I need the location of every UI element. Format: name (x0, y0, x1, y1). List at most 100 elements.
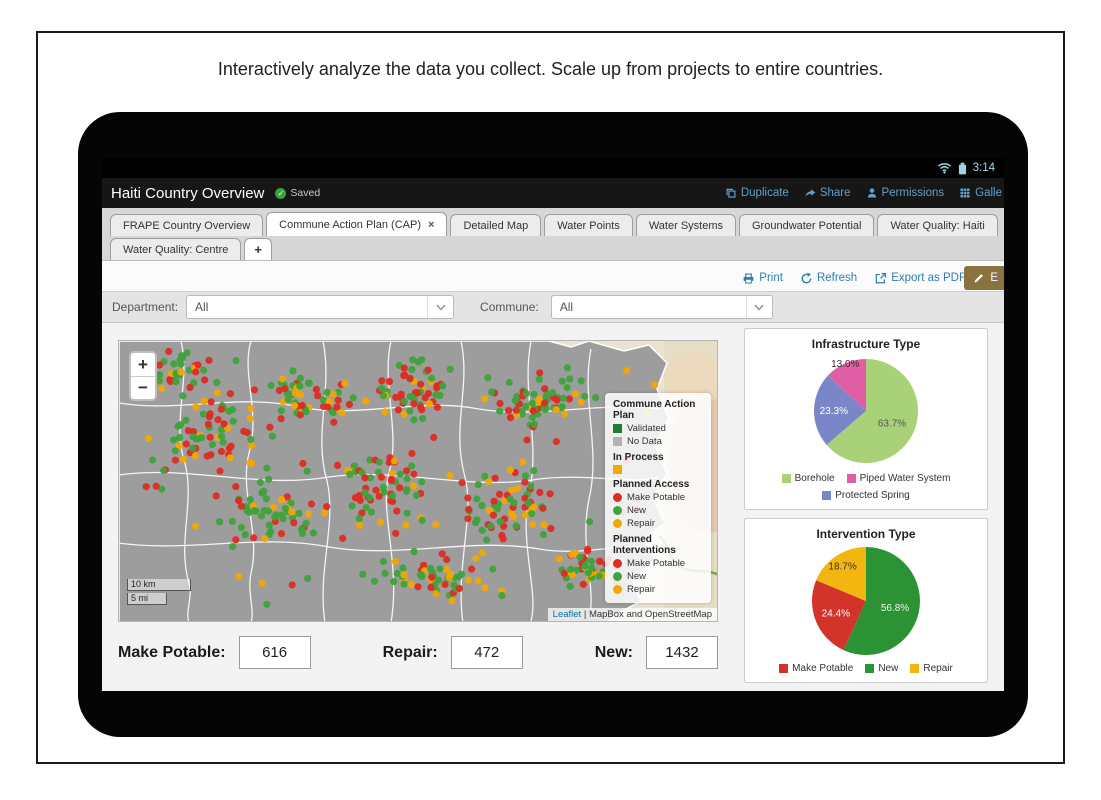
legend-dot (613, 493, 622, 502)
tab-label: FRAPE Country Overview (123, 219, 251, 232)
legend-swatch (846, 474, 856, 483)
pie-percentage-label: 13.0% (831, 359, 859, 370)
refresh-icon (801, 271, 812, 283)
tab-label: Water Points (557, 219, 620, 232)
chart-legend-item: Piped Water System (846, 473, 950, 484)
outer-frame: Interactively analyze the data you colle… (36, 31, 1065, 764)
legend-section-title: Planned Access (613, 479, 690, 490)
tab-groundwater-potential[interactable]: Groundwater Potential (739, 214, 875, 236)
legend-item-label: Borehole (794, 473, 835, 484)
tab-row-2: Water Quality: Centre + (110, 236, 1004, 260)
legend-section-title: Planned Interventions (613, 534, 676, 556)
pie-slice-piped-water-system (828, 359, 866, 411)
map-zoom-control: + − (129, 351, 157, 401)
legend-item: No Data (613, 436, 703, 447)
saved-check-icon: ✓ (275, 187, 287, 199)
duplicate-button[interactable]: Duplicate (725, 187, 789, 199)
charts-column: Infrastructure Type 63.7% 23.3% 13.0% Bore… (744, 328, 988, 691)
tab-water-quality-haiti[interactable]: Water Quality: Haiti (877, 214, 998, 236)
print-button[interactable]: Print (742, 272, 783, 285)
action-label: Permissions (881, 187, 945, 199)
legend-item: Make Potable (613, 492, 703, 503)
chart-legend: Borehole Piped Water System Protected Sp… (751, 473, 981, 501)
tab-label: Commune Action Plan (CAP) (279, 218, 421, 231)
intervention-pie-chart: 56.8% 24.4% 18.7% (811, 547, 920, 655)
chevron-down-icon (745, 296, 772, 318)
legend-section-title: In Process (613, 452, 664, 463)
spacer (102, 261, 1004, 265)
tab-frape-country-overview[interactable]: FRAPE Country Overview (110, 214, 264, 236)
department-label: Department: (112, 300, 179, 314)
commune-label: Commune: (480, 300, 539, 314)
zoom-out-button[interactable]: − (131, 376, 155, 399)
tab-label: Detailed Map (463, 219, 529, 232)
chart-legend-item: Repair (910, 663, 953, 674)
legend-swatch (779, 664, 789, 673)
commune-select[interactable]: All (550, 295, 773, 319)
legend-section-title: Commune Action Plan (613, 399, 696, 421)
tab-water-systems[interactable]: Water Systems (635, 214, 736, 236)
action-label: Share (819, 187, 851, 199)
tab-water-points[interactable]: Water Points (544, 214, 633, 236)
battery-icon (958, 162, 966, 174)
stat-new: New: 1432 (595, 636, 718, 669)
legend-swatch (822, 491, 832, 500)
export-icon (875, 272, 887, 283)
tab-detailed-map[interactable]: Detailed Map (450, 214, 542, 236)
zoom-in-button[interactable]: + (131, 353, 155, 376)
tab-close-icon[interactable]: × (428, 218, 435, 231)
chart-legend-item: Protected Spring (822, 490, 910, 501)
stat-make-potable: Make Potable: 616 (118, 636, 311, 669)
stat-value-box: 472 (450, 636, 523, 669)
status-time: 3:14 (972, 162, 995, 174)
chart-title: Intervention Type (816, 527, 916, 541)
pie-slice-repair (816, 547, 866, 601)
attribution-text: | MapBox and OpenStreetMap (581, 609, 712, 620)
pencil-icon (974, 274, 984, 283)
edit-button[interactable]: E (964, 266, 1004, 290)
legend-item-label: Repair (627, 518, 655, 529)
share-button[interactable]: Share (804, 187, 851, 199)
tab-label: Groundwater Potential (752, 219, 862, 232)
chart-legend-item: Make Potable (779, 663, 853, 674)
legend-swatch (613, 424, 622, 433)
map-attribution: Leaflet | MapBox and OpenStreetMap (547, 608, 717, 621)
gallery-button[interactable]: Galle (959, 187, 1002, 199)
legend-item-label: Protected Spring (835, 490, 910, 501)
leaflet-link[interactable]: Leaflet (552, 609, 582, 620)
intervention-type-card: Intervention Type 56.8% 24.4% 18.7% Make P… (744, 518, 988, 683)
saved-label: Saved (290, 187, 321, 199)
map-column: + − Commune Action Plan Validated No Dat… (118, 328, 718, 691)
tab-commune-action-plan[interactable]: Commune Action Plan (CAP) × (266, 212, 448, 236)
app-header: Haiti Country Overview ✓ Saved Duplicate (102, 178, 1004, 208)
edit-label: E (990, 272, 998, 284)
pie-percentage-label: 18.7% (828, 562, 856, 573)
stat-value-box: 616 (238, 636, 311, 669)
tablet-frame: 3:14 Haiti Country Overview ✓ Saved (78, 112, 1028, 737)
permissions-button[interactable]: Permissions (866, 187, 945, 199)
status-bar: 3:14 (102, 158, 1004, 178)
stat-label: Make Potable: (118, 643, 226, 661)
legend-dot (613, 519, 622, 528)
tab-add-button[interactable]: + (244, 238, 272, 260)
department-select[interactable]: All (186, 295, 455, 319)
chart-legend-item: New (865, 663, 898, 674)
export-pdf-button[interactable]: Export as PDF (874, 272, 966, 285)
share-icon (805, 189, 816, 197)
infrastructure-type-card: Infrastructure Type 63.7% 23.3% 13.0% Bore… (744, 328, 988, 510)
infrastructure-pie-chart: 63.7% 23.3% 13.0% (813, 359, 919, 463)
legend-item-label: New (627, 571, 647, 582)
filter-bar: Department: All Commune: All (102, 291, 1004, 323)
map-canvas[interactable]: + − Commune Action Plan Validated No Dat… (118, 340, 718, 622)
legend-swatch (865, 664, 875, 673)
tab-label: Water Systems (648, 219, 723, 232)
legend-dot (613, 559, 622, 568)
commune-value: All (559, 300, 574, 314)
refresh-button[interactable]: Refresh (800, 271, 858, 285)
stat-label: New: (594, 643, 633, 661)
tab-water-quality-centre[interactable]: Water Quality: Centre (110, 238, 242, 260)
refresh-label: Refresh (816, 272, 858, 284)
main-content: + − Commune Action Plan Validated No Dat… (102, 323, 1004, 691)
plus-icon: + (254, 242, 262, 257)
